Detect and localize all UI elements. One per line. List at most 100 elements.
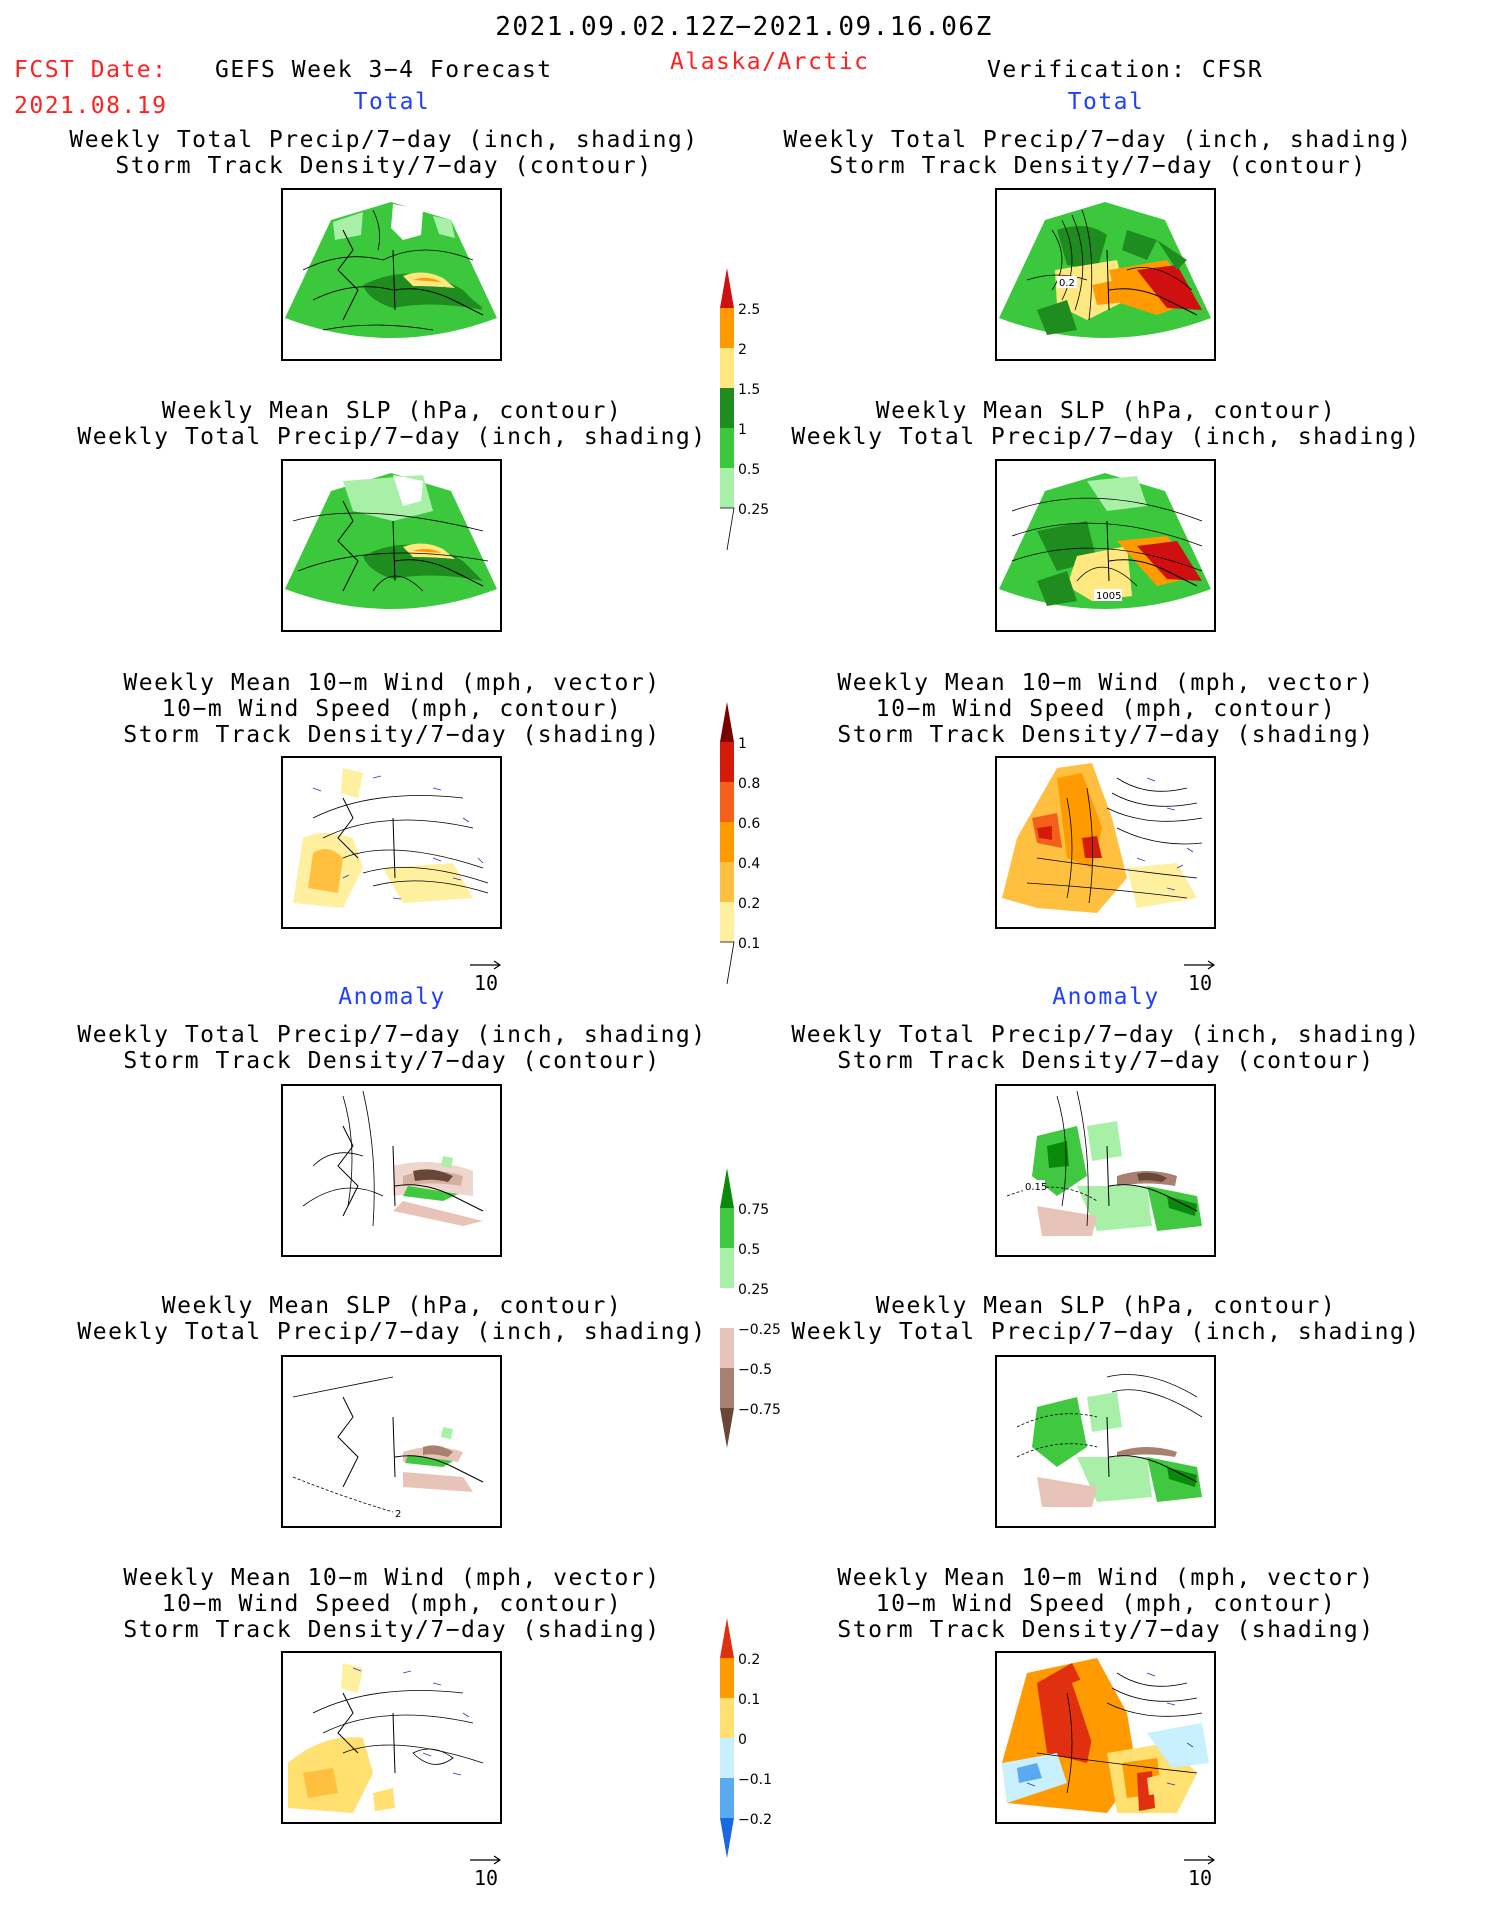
colorbar-tick: −0.2 bbox=[738, 1812, 772, 1828]
colorbar-tick: 0.4 bbox=[738, 856, 761, 872]
colorbar-swatch bbox=[720, 1368, 734, 1408]
title-line: Weekly Mean SLP (hPa, contour) bbox=[161, 398, 623, 424]
title-line: Weekly Mean 10−m Wind (mph, vector) bbox=[123, 670, 661, 696]
colorbar-tick: 2 bbox=[738, 342, 747, 358]
section-total-left: Total bbox=[353, 89, 431, 115]
colorbar-cap bbox=[720, 1168, 734, 1208]
map-fcst-anom-precip bbox=[281, 1084, 502, 1257]
title-line: Storm Track Density/7−day (contour) bbox=[829, 153, 1367, 179]
title-fcst-anom-wind: Weekly Mean 10−m Wind (mph, vector) 10−m… bbox=[123, 1565, 660, 1643]
vector-scale-label: 10 bbox=[1187, 971, 1213, 995]
vector-scale-label: 10 bbox=[473, 1866, 499, 1890]
section-anomaly-left: Anomaly bbox=[338, 984, 446, 1010]
map-fcst-total-slp bbox=[281, 459, 502, 632]
colorbar-precip-anom: 0.75 0.5 0.25 −0.25 −0.5 −0.75 bbox=[718, 1168, 798, 1450]
colorbar-cap bbox=[720, 1408, 734, 1448]
colorbar-track-anom: 0.2 0.1 0 −0.1 −0.2 bbox=[718, 1618, 798, 1860]
section-total-right: Total bbox=[1067, 89, 1145, 115]
title-obs-anom-precip: Weekly Total Precip/7−day (inch, shading… bbox=[791, 1022, 1420, 1074]
title-line: Weekly Total Precip/7−day (inch, shading… bbox=[77, 1022, 707, 1048]
title-line: Storm Track Density/7−day (contour) bbox=[837, 1048, 1375, 1074]
colorbar-swatches bbox=[720, 702, 735, 985]
vector-scale: 10 bbox=[466, 1852, 506, 1902]
title-line: Weekly Total Precip/7−day (inch, shading… bbox=[77, 424, 707, 450]
title-line: Storm Track Density/7−day (shading) bbox=[837, 722, 1375, 748]
map-obs-total-slp: 1005 bbox=[995, 459, 1216, 632]
colorbar-tick: −0.1 bbox=[738, 1772, 772, 1788]
map-canvas: 0.2 bbox=[999, 202, 1211, 338]
region-label: Alaska/Arctic bbox=[670, 49, 870, 75]
fcst-date: 2021.08.19 bbox=[14, 93, 168, 119]
colorbar-swatch bbox=[720, 1738, 734, 1778]
valid-period: 2021.09.02.12Z−2021.09.16.06Z bbox=[495, 12, 993, 42]
colorbar-tick: −0.25 bbox=[738, 1322, 781, 1338]
colorbar-swatches bbox=[720, 1168, 734, 1448]
colorbar-tick: 0.25 bbox=[738, 1282, 770, 1298]
title-line: 10−m Wind Speed (mph, contour) bbox=[161, 696, 623, 722]
colorbar-swatch bbox=[720, 1288, 734, 1328]
colorbar-track-total: 1 0.8 0.6 0.4 0.2 0.1 bbox=[718, 702, 798, 986]
colorbar-tick: 0.75 bbox=[738, 1202, 770, 1218]
title-line: Weekly Total Precip/7−day (inch, shading… bbox=[783, 127, 1413, 153]
contour-label: 1005 bbox=[1096, 591, 1121, 602]
map-obs-anom-precip: 0.15 bbox=[995, 1084, 1216, 1257]
contour-label: 0.15 bbox=[1025, 1182, 1047, 1193]
colorbar-cap bbox=[720, 941, 735, 985]
map-canvas bbox=[1002, 763, 1203, 913]
arrow-right-icon bbox=[1184, 960, 1216, 970]
colorbar-swatch bbox=[720, 742, 734, 782]
colorbar-tick: 1 bbox=[738, 736, 747, 752]
title-line: Weekly Mean 10−m Wind (mph, vector) bbox=[123, 1565, 661, 1591]
colorbar-tick: −0.5 bbox=[738, 1362, 772, 1378]
title-line: Weekly Total Precip/7−day (inch, shading… bbox=[791, 1319, 1421, 1345]
model-label: GEFS Week 3−4 Forecast bbox=[215, 57, 553, 83]
title-obs-total-precip: Weekly Total Precip/7−day (inch, shading… bbox=[783, 127, 1412, 179]
title-line: Weekly Mean 10−m Wind (mph, vector) bbox=[837, 1565, 1375, 1591]
title-line: Storm Track Density/7−day (shading) bbox=[123, 722, 661, 748]
colorbar-swatch bbox=[720, 822, 734, 862]
title-fcst-total-slp: Weekly Mean SLP (hPa, contour) Weekly To… bbox=[77, 398, 706, 450]
colorbar-swatches bbox=[720, 1618, 734, 1858]
vector-scale: 10 bbox=[1180, 957, 1220, 1007]
colorbar-cap bbox=[720, 1618, 734, 1658]
map-obs-anom-slp bbox=[995, 1355, 1216, 1528]
title-obs-anom-slp: Weekly Mean SLP (hPa, contour) Weekly To… bbox=[791, 1293, 1420, 1345]
map-canvas: 2 bbox=[292, 1376, 484, 1520]
title-obs-total-slp: Weekly Mean SLP (hPa, contour) Weekly To… bbox=[791, 398, 1420, 450]
title-fcst-anom-slp: Weekly Mean SLP (hPa, contour) Weekly To… bbox=[77, 1293, 706, 1345]
section-anomaly-right: Anomaly bbox=[1052, 984, 1160, 1010]
colorbar-swatch bbox=[720, 902, 734, 942]
colorbar-tick: 0.1 bbox=[738, 936, 761, 952]
arrow-right-icon bbox=[470, 1855, 502, 1865]
title-line: 10−m Wind Speed (mph, contour) bbox=[875, 1591, 1337, 1617]
title-line: Weekly Total Precip/7−day (inch, shading… bbox=[791, 1022, 1421, 1048]
colorbar-swatch bbox=[720, 1778, 734, 1818]
colorbar-precip-total: 2.5 2 1.5 1 0.5 0.25 bbox=[718, 268, 798, 552]
title-line: Storm Track Density/7−day (shading) bbox=[123, 1617, 661, 1643]
colorbar-tick: 0.5 bbox=[738, 1242, 761, 1258]
title-line: 10−m Wind Speed (mph, contour) bbox=[161, 1591, 623, 1617]
colorbar-swatch bbox=[720, 428, 734, 468]
map-obs-total-precip: 0.2 bbox=[995, 188, 1216, 361]
map-obs-total-wind bbox=[995, 756, 1216, 929]
map-canvas: 0.15 bbox=[1006, 1090, 1202, 1236]
arrow-right-icon bbox=[470, 960, 502, 970]
colorbar-cap bbox=[720, 507, 735, 551]
colorbar-cap bbox=[720, 268, 734, 308]
map-fcst-total-wind bbox=[281, 756, 502, 929]
title-line: Storm Track Density/7−day (contour) bbox=[115, 153, 653, 179]
title-line: Weekly Total Precip/7−day (inch, shading… bbox=[69, 127, 699, 153]
title-line: Weekly Total Precip/7−day (inch, shading… bbox=[791, 424, 1421, 450]
title-line: Weekly Mean 10−m Wind (mph, vector) bbox=[837, 670, 1375, 696]
colorbar-swatch bbox=[720, 1698, 734, 1738]
verification-label: Verification: CFSR bbox=[987, 57, 1264, 83]
colorbar-tick: 0.2 bbox=[738, 1652, 761, 1668]
title-line: Weekly Mean SLP (hPa, contour) bbox=[875, 398, 1337, 424]
colorbar-tick: −0.75 bbox=[738, 1402, 781, 1418]
title-line: 10−m Wind Speed (mph, contour) bbox=[875, 696, 1337, 722]
colorbar-swatch bbox=[720, 1658, 734, 1698]
vector-scale: 10 bbox=[1180, 1852, 1220, 1902]
map-canvas bbox=[285, 473, 497, 609]
contour-label: 2 bbox=[395, 1509, 401, 1520]
